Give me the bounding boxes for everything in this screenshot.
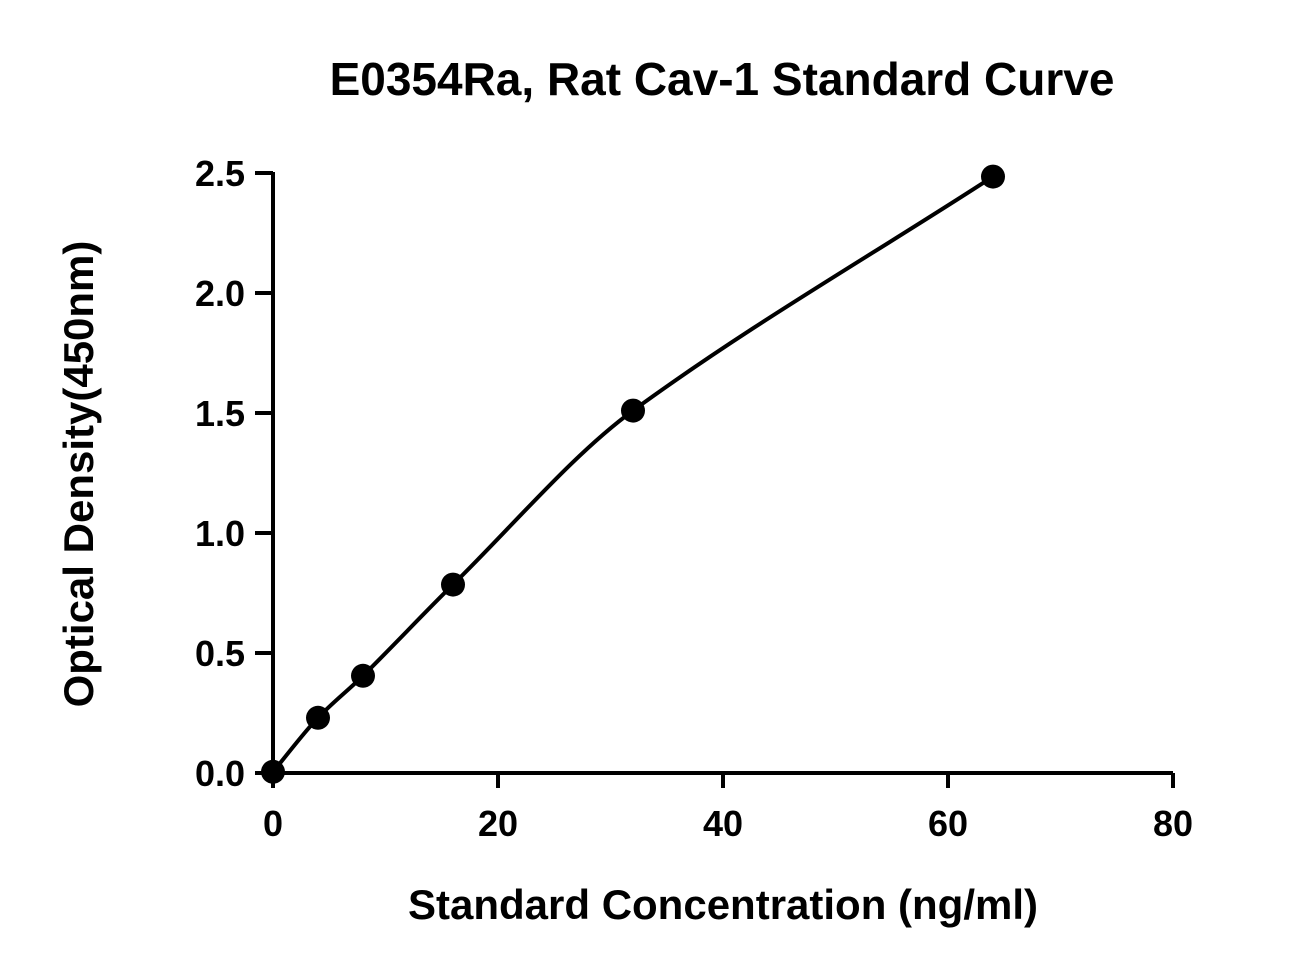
y-tick-label: 1.0 xyxy=(195,513,245,554)
y-axis-label: Optical Density(450nm) xyxy=(55,241,102,708)
y-tick-label: 2.0 xyxy=(195,273,245,314)
y-tick-label: 2.5 xyxy=(195,153,245,194)
y-tick-label: 1.5 xyxy=(195,393,245,434)
data-point xyxy=(306,705,330,730)
x-tick-label: 60 xyxy=(928,803,968,844)
axes xyxy=(271,172,1173,775)
x-tick-label: 40 xyxy=(703,803,743,844)
fit-curve xyxy=(271,174,995,774)
x-axis-label: Standard Concentration (ng/ml) xyxy=(408,881,1038,928)
x-tick-label: 80 xyxy=(1153,803,1193,844)
data-points xyxy=(261,164,1005,784)
data-point xyxy=(441,572,465,597)
data-point xyxy=(621,398,645,423)
data-point xyxy=(261,759,285,784)
x-tick-label: 20 xyxy=(478,803,518,844)
y-tick-label: 0.0 xyxy=(195,753,245,794)
y-ticks: 0.0 0.5 1.0 1.5 2.0 2.5 xyxy=(195,153,273,794)
chart-title: E0354Ra, Rat Cav-1 Standard Curve xyxy=(330,53,1115,105)
data-point xyxy=(351,663,375,688)
y-tick-label: 0.5 xyxy=(195,633,245,674)
x-ticks: 0 20 40 60 80 xyxy=(263,773,1193,844)
data-point xyxy=(981,164,1005,189)
x-tick-label: 0 xyxy=(263,803,283,844)
